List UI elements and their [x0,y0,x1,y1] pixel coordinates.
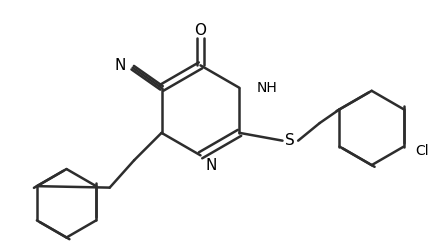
Text: N: N [115,58,126,73]
Text: NH: NH [257,81,278,95]
Text: N: N [205,158,217,173]
Text: Cl: Cl [416,144,429,159]
Text: O: O [194,23,206,38]
Text: S: S [285,133,295,148]
